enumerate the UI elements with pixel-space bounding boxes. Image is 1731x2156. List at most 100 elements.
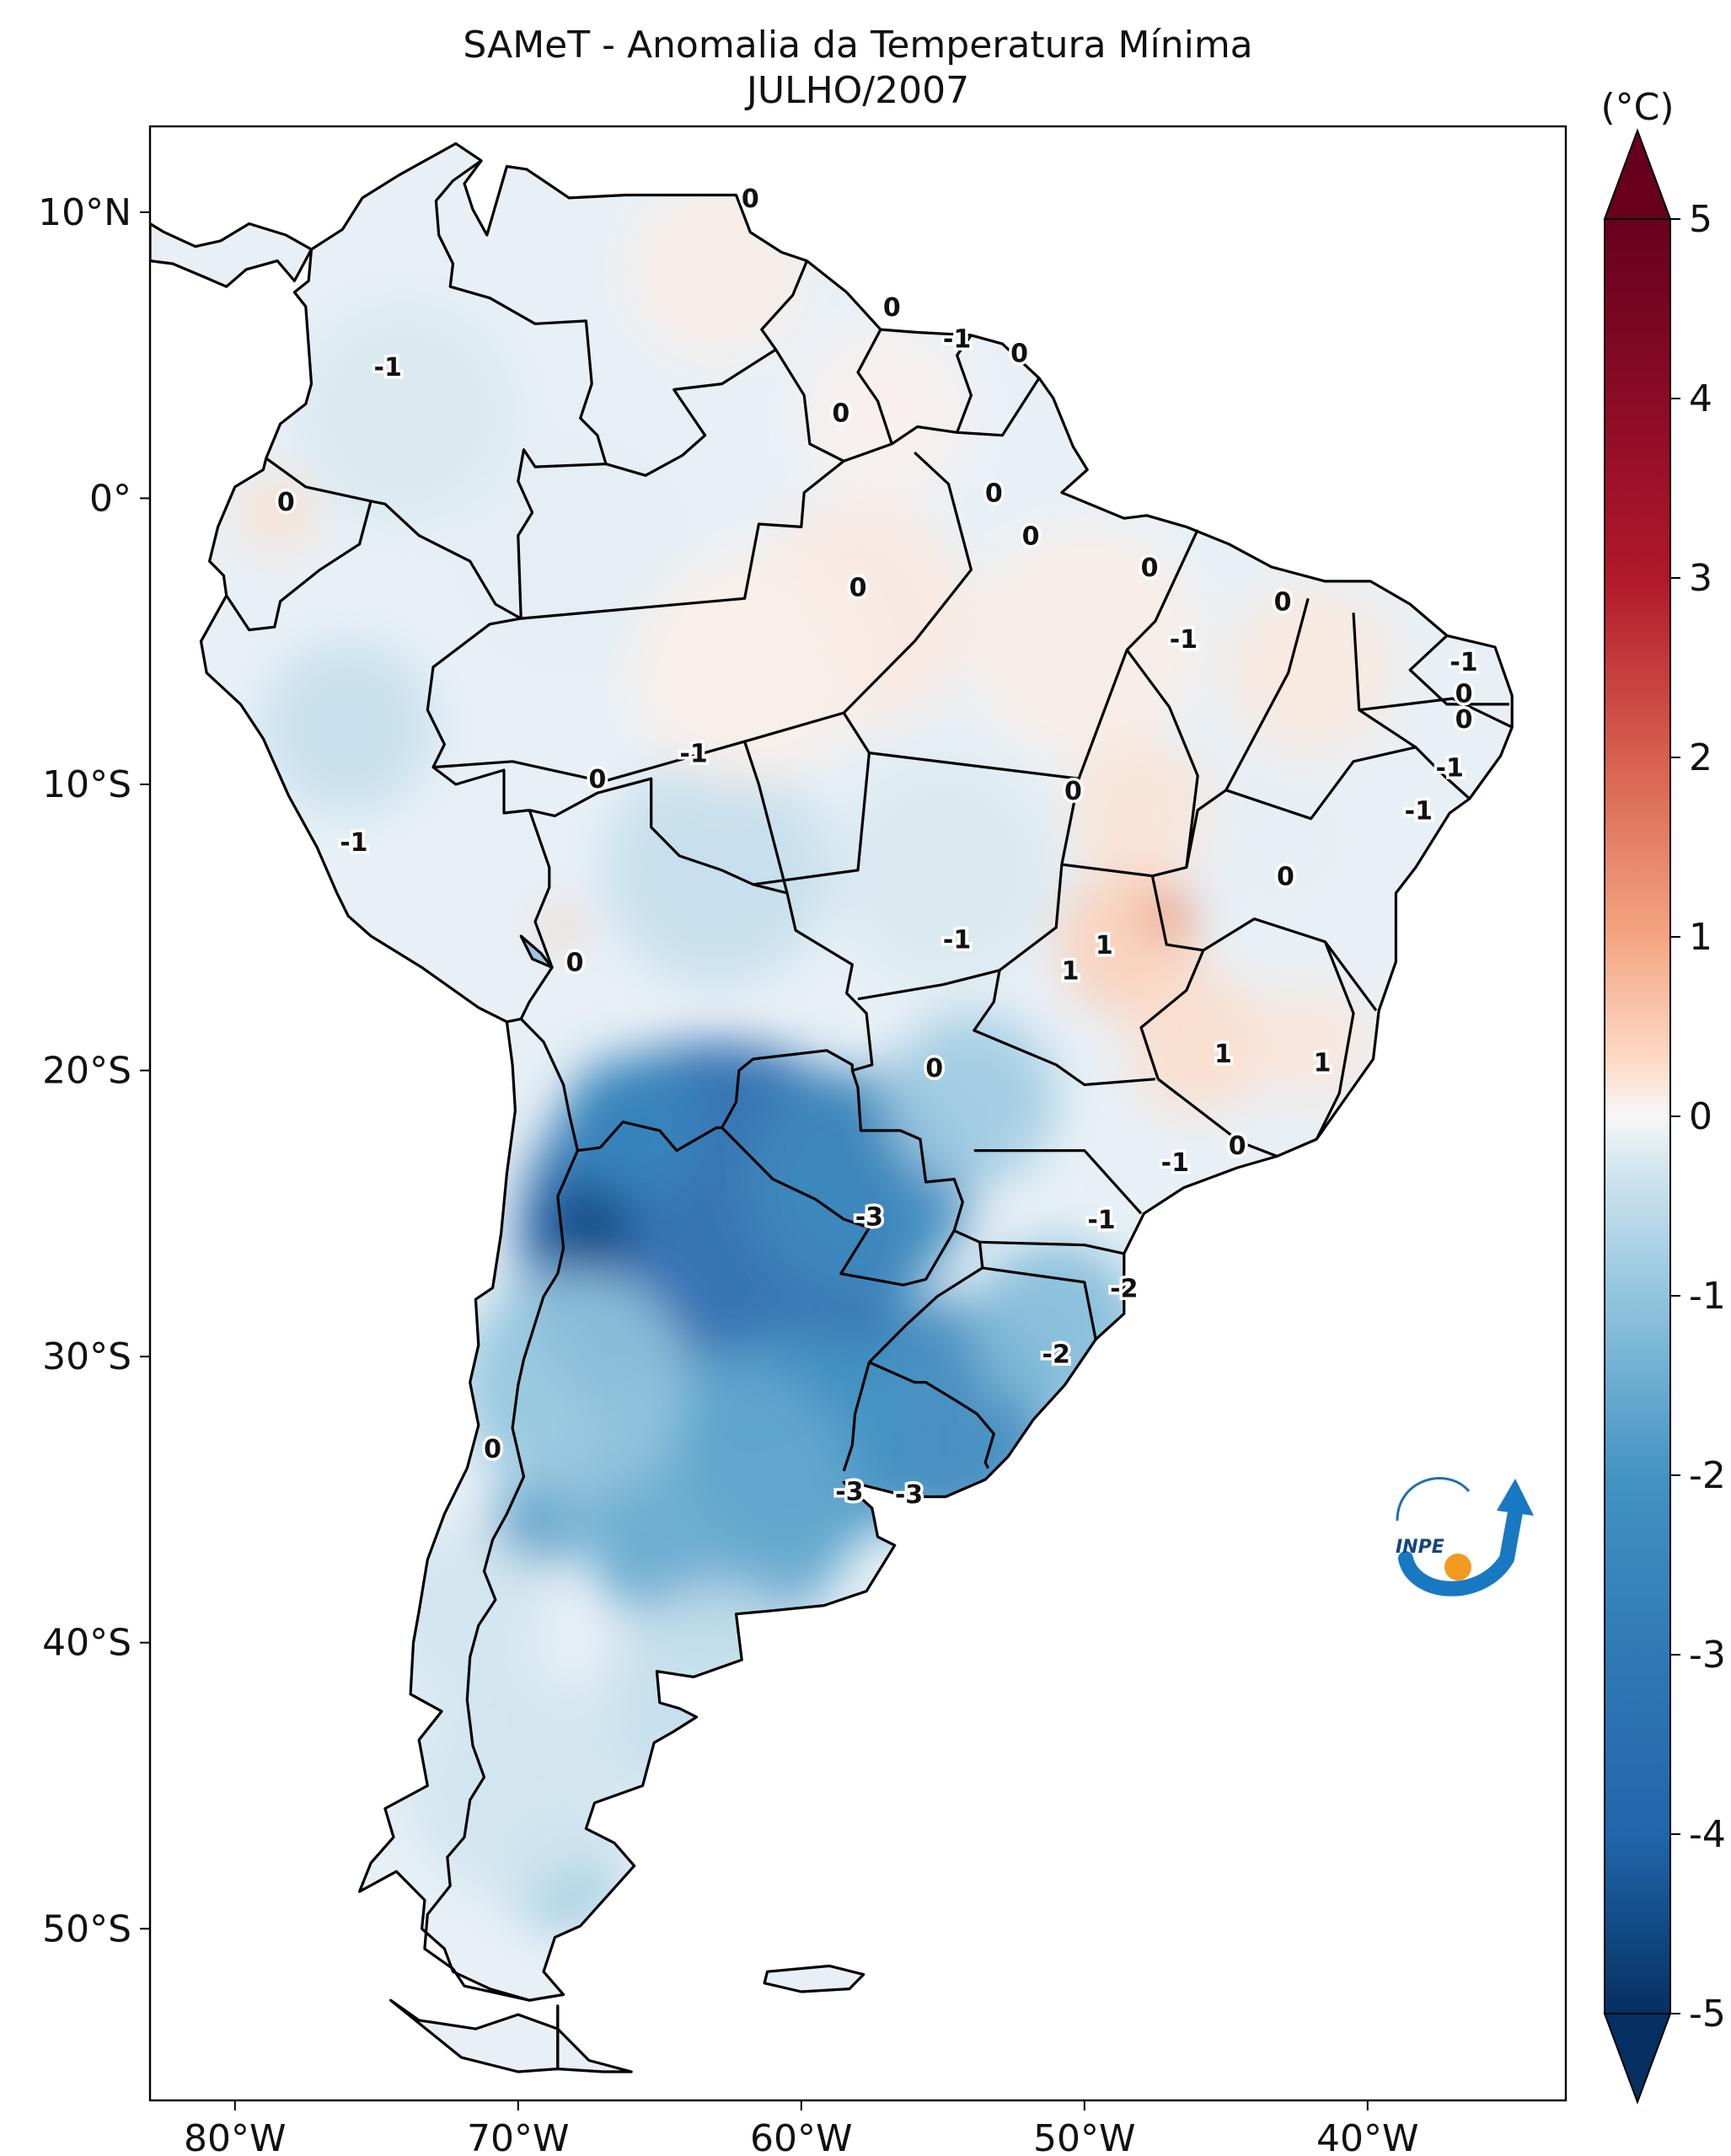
internal-border <box>973 1149 1143 1215</box>
internal-border <box>1139 875 1205 1080</box>
anomaly-region <box>263 641 433 813</box>
contour-label: -1 <box>1087 1206 1115 1235</box>
colorbar: (°C) -5 -4 -3 -2 -1 0 1 2 3 4 5 <box>1600 86 1726 2105</box>
internal-border <box>850 1070 964 1232</box>
contour-label: -3 <box>835 1478 863 1507</box>
anomaly-region <box>1146 890 1192 937</box>
anomaly-region <box>461 1271 689 1500</box>
contour-label: 0 <box>1010 339 1028 368</box>
internal-border <box>743 741 789 894</box>
contour-label: 0 <box>1064 777 1082 806</box>
contour-label: 0 <box>1277 863 1294 892</box>
contour-label: 0 <box>1022 522 1040 552</box>
anomaly-region <box>240 475 314 550</box>
internal-border <box>225 500 372 632</box>
longitude-axis: 80°W 70°W 60°W 50°W 40°W <box>184 2100 1419 2156</box>
colorbar-tick-label: -1 <box>1689 1275 1726 1318</box>
logo-text: INPE <box>1396 1537 1444 1558</box>
x-tick-label: 80°W <box>184 2117 287 2156</box>
latitude-axis: 10°N 0° 10°S 20°S 30°S 40°S 50°S <box>38 191 150 1950</box>
contour-label: 1 <box>1214 1040 1232 1069</box>
contour-label: 1 <box>1314 1048 1332 1078</box>
internal-border <box>1315 941 1355 1140</box>
map-frame <box>148 125 1568 2102</box>
internal-border <box>1203 918 1378 1012</box>
colorbar-min-extension <box>1603 2013 1672 2105</box>
contour-label: -1 <box>943 324 971 354</box>
colorbar-tick-label: 3 <box>1689 557 1712 600</box>
internal-border <box>868 1361 995 1469</box>
anomaly-region <box>1070 741 1212 885</box>
contour-label: -1 <box>943 925 971 955</box>
contour-label: 0 <box>883 293 901 323</box>
colorbar-unit-label: (°C) <box>1600 86 1674 129</box>
internal-border <box>856 329 893 445</box>
internal-border <box>774 349 892 463</box>
contour-label: 0 <box>1274 588 1292 618</box>
x-tick-label: 60°W <box>750 2117 853 2156</box>
map-title: SAMeT - Anomalia da Temperatura Mínima <box>463 24 1252 67</box>
x-tick-label: 40°W <box>1316 2117 1419 2156</box>
internal-border <box>721 1049 854 1129</box>
anomaly-region <box>544 910 578 945</box>
anomaly-region <box>971 527 1198 756</box>
internal-border <box>1359 697 1513 729</box>
colorbar-max-extension <box>1603 128 1672 220</box>
contour-label: 0 <box>832 399 849 429</box>
contour-label: 1 <box>1096 931 1113 960</box>
colorbar-tick-label: -3 <box>1689 1634 1726 1677</box>
anomaly-region <box>631 555 858 784</box>
internal-border <box>957 377 1041 437</box>
contour-label: -1 <box>1405 797 1433 827</box>
x-tick-label: 70°W <box>467 2117 570 2156</box>
anomaly-region <box>544 1182 635 1274</box>
anomaly-region <box>886 1013 1057 1185</box>
anomaly-region <box>560 1056 703 1200</box>
colorbar-tick-label: -2 <box>1689 1454 1726 1497</box>
country-borders <box>150 142 1514 2073</box>
internal-border <box>520 1018 601 1153</box>
contour-label: 0 <box>925 1054 943 1083</box>
anomaly-region <box>1254 984 1368 1099</box>
contour-label: 0 <box>985 479 1003 509</box>
contour-label: -2 <box>1042 1340 1070 1370</box>
internal-border <box>1443 774 1471 800</box>
contour-label: 0 <box>849 574 867 603</box>
colorbar-tick-label: 0 <box>1689 1095 1712 1138</box>
coastline-panama <box>150 222 313 288</box>
internal-border <box>521 460 845 620</box>
internal-border <box>1061 649 1199 878</box>
contour-label: -3 <box>855 1203 883 1233</box>
map-subtitle: JULHO/2007 <box>744 69 969 112</box>
internal-border <box>519 810 554 1020</box>
internal-border <box>434 159 608 465</box>
internal-border <box>599 1121 722 1153</box>
anomaly-region <box>405 1671 632 1901</box>
y-tick-label: 10°S <box>42 763 131 806</box>
contour-label: -1 <box>340 828 367 858</box>
internal-border <box>973 778 1155 1087</box>
internal-border <box>506 1017 522 1024</box>
anomaly-region <box>829 756 1057 985</box>
anomaly-region <box>603 756 830 985</box>
coastline-falklands <box>763 1964 866 1993</box>
contour-label: 0 <box>1229 1131 1246 1161</box>
internal-border <box>265 457 522 620</box>
colorbar-tick-label: 5 <box>1689 198 1712 241</box>
internal-border <box>605 259 808 477</box>
internal-border <box>1225 746 1445 821</box>
anomaly-region <box>1198 756 1368 928</box>
internal-border <box>1157 1078 1278 1158</box>
internal-border <box>753 752 871 886</box>
anomaly-field <box>240 183 1396 1929</box>
anomaly-region <box>1127 970 1269 1114</box>
internal-border <box>857 969 1000 1001</box>
internal-border <box>423 1149 579 2002</box>
internal-border <box>517 448 607 619</box>
logo-arrow-head <box>1497 1479 1534 1516</box>
coastline-tierra-del-fuego <box>389 1998 633 2073</box>
anomaly-region <box>1225 584 1396 757</box>
anomaly-region <box>292 297 518 527</box>
anomaly-region <box>461 441 689 671</box>
